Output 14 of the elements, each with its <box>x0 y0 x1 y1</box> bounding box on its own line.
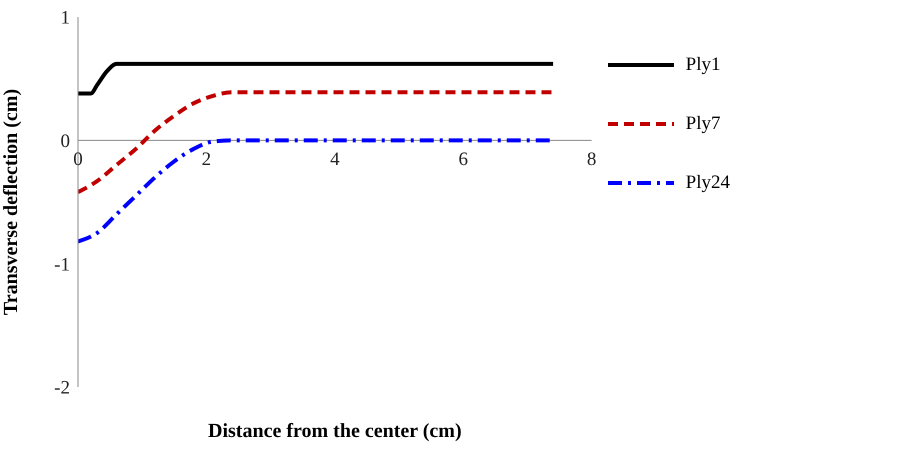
y-tick-label: 1 <box>60 8 70 29</box>
y-tick-label: -2 <box>54 378 70 399</box>
y-tick-label: -1 <box>54 254 70 276</box>
y-axis-title: Transverse deflection (cm) <box>0 88 22 316</box>
x-tick-label: 6 <box>458 149 468 170</box>
y-tick-label: 0 <box>60 131 70 152</box>
legend-label: Ply7 <box>686 112 720 134</box>
legend-label: Ply1 <box>686 54 720 76</box>
x-tick-label: 2 <box>202 149 212 170</box>
x-tick-label: 4 <box>330 149 340 170</box>
legend-label: Ply24 <box>686 172 730 194</box>
line-series <box>78 62 556 96</box>
x-tick-label: 8 <box>586 149 596 170</box>
x-axis-title: Distance from the center (cm) <box>208 420 462 442</box>
